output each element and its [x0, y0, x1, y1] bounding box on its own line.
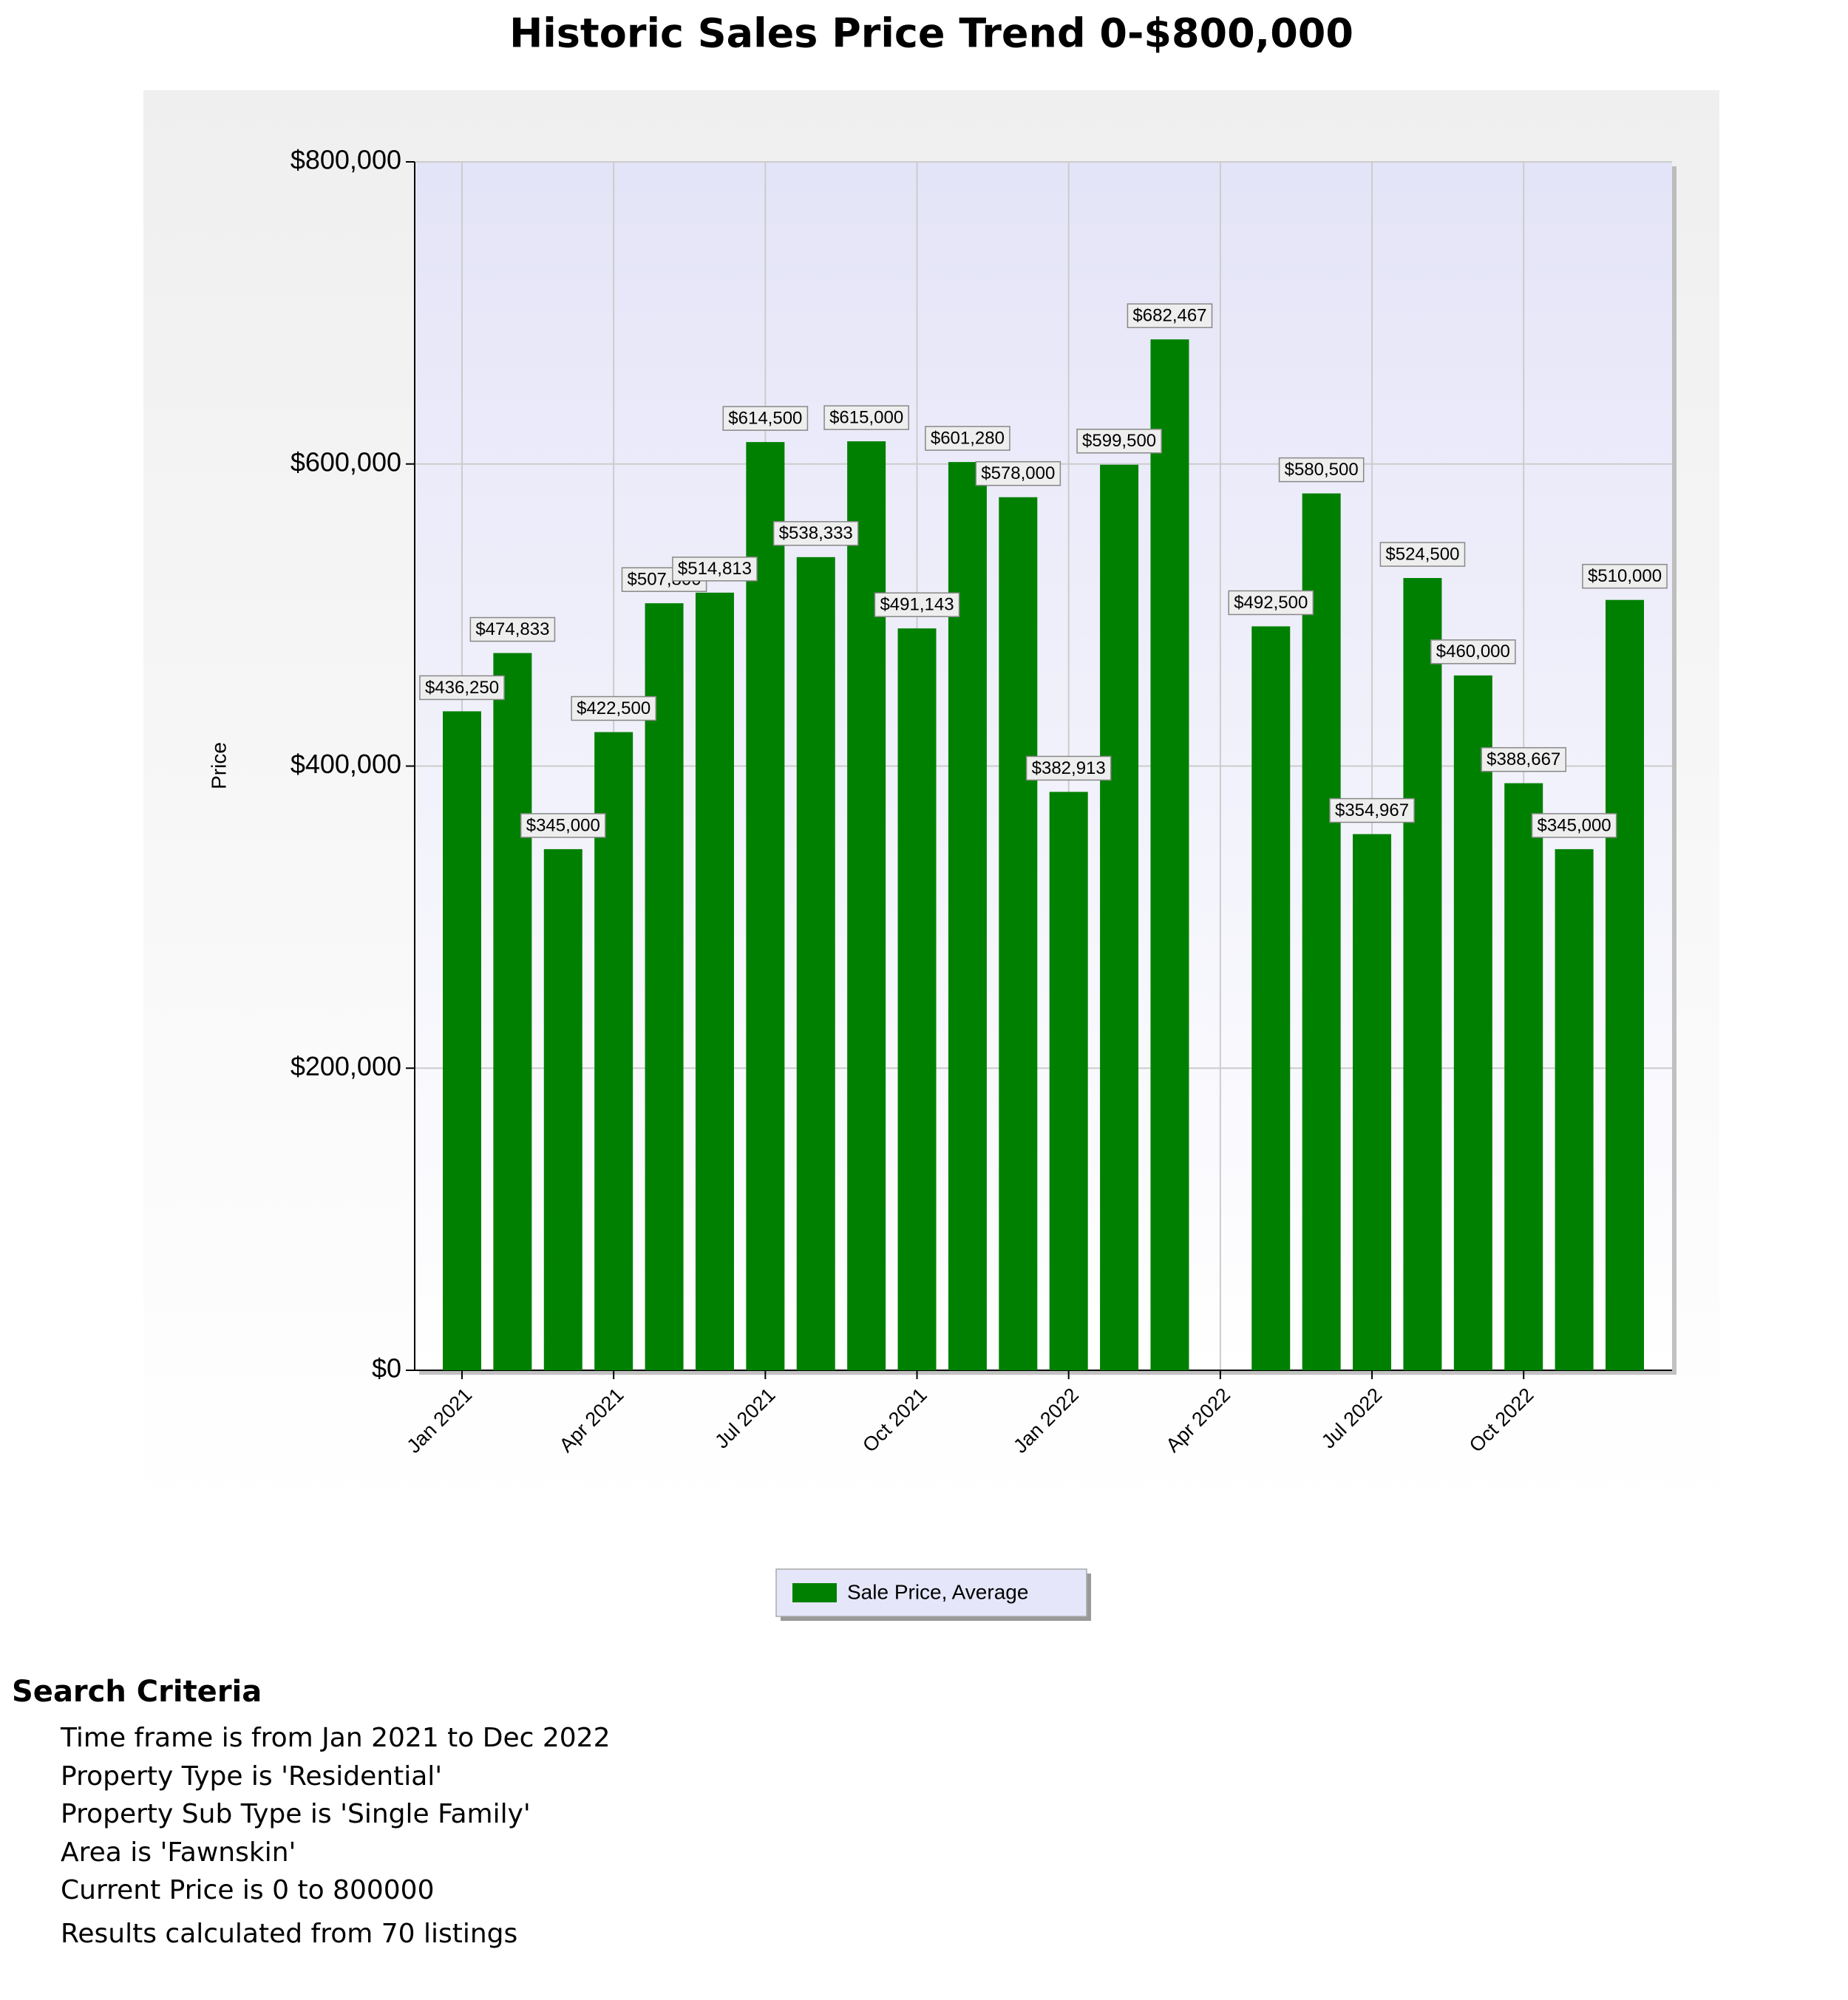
bar	[1606, 599, 1644, 1370]
bar	[594, 732, 633, 1370]
value-label: $422,500	[577, 698, 650, 718]
value-label: $682,467	[1132, 306, 1206, 326]
value-label-box	[722, 406, 809, 431]
value-label: $524,500	[1385, 544, 1459, 564]
bar	[1403, 578, 1442, 1370]
y-tick-label: $600,000	[291, 446, 401, 477]
value-label-box	[823, 405, 909, 430]
value-label-box	[1379, 542, 1466, 567]
legend-label: Sale Price, Average	[847, 1580, 1028, 1603]
value-label: $578,000	[981, 463, 1055, 483]
value-label-box	[874, 592, 960, 617]
value-label-box	[1481, 746, 1567, 772]
bar	[746, 442, 785, 1370]
value-label-box	[1531, 813, 1617, 838]
y-tick-label: $400,000	[291, 749, 401, 779]
value-label-box	[1278, 457, 1365, 483]
value-label-box	[571, 695, 656, 721]
value-label-box	[469, 616, 556, 642]
bar	[1504, 783, 1543, 1370]
bar	[1353, 834, 1392, 1370]
value-label-box	[1025, 755, 1112, 781]
bar	[847, 441, 886, 1370]
bar	[1302, 493, 1341, 1370]
bar	[999, 497, 1038, 1370]
value-label-box	[1430, 639, 1516, 664]
bar	[1150, 339, 1189, 1371]
bar	[796, 557, 835, 1370]
value-label: $615,000	[829, 407, 903, 427]
value-label-box	[1076, 429, 1162, 454]
criteria-item: Time frame is from Jan 2021 to Dec 2022	[61, 1723, 611, 1753]
value-label: $436,250	[425, 678, 499, 698]
value-label: $614,500	[728, 408, 802, 428]
value-label: $580,500	[1285, 460, 1359, 480]
value-label-box	[672, 557, 758, 582]
bar	[543, 848, 582, 1370]
criteria-item: Area is 'Fawnskin'	[61, 1837, 296, 1868]
y-axis-label: Price	[207, 742, 230, 789]
criteria-item: Property Type is 'Residential'	[61, 1761, 443, 1792]
criteria-results: Results calculated from 70 listings	[61, 1918, 518, 1949]
value-label: $345,000	[526, 815, 600, 835]
value-label-box	[925, 426, 1010, 451]
search-criteria: Search Criteria Time frame is from Jan 2…	[12, 1675, 610, 1949]
bar	[1049, 792, 1088, 1370]
value-label: $388,667	[1487, 749, 1560, 769]
value-label: $514,813	[678, 559, 752, 579]
value-label: $354,967	[1335, 800, 1409, 820]
bar	[1251, 626, 1291, 1370]
value-label: $601,280	[931, 428, 1005, 448]
value-label: $491,143	[880, 595, 954, 615]
bar	[1555, 848, 1594, 1370]
bar	[1453, 675, 1492, 1370]
bar	[645, 603, 684, 1370]
value-label-box	[1127, 303, 1213, 328]
value-label-box	[975, 460, 1061, 486]
value-label: $538,333	[779, 523, 853, 543]
value-label-box	[520, 813, 606, 838]
legend-swatch	[792, 1583, 837, 1602]
y-tick-label: $800,000	[291, 145, 401, 175]
value-label-box	[419, 675, 505, 701]
bar	[443, 711, 481, 1370]
value-label: $510,000	[1588, 566, 1662, 586]
value-label: $345,000	[1538, 815, 1611, 835]
value-label: $599,500	[1082, 431, 1156, 451]
bar	[493, 653, 532, 1370]
value-label: $474,833	[475, 619, 549, 639]
value-label-box	[772, 521, 859, 546]
value-label: $382,913	[1032, 758, 1106, 778]
bar	[695, 592, 734, 1370]
bar	[897, 628, 937, 1370]
value-label: $492,500	[1234, 593, 1308, 613]
value-label: $460,000	[1436, 642, 1510, 661]
y-tick-label: $200,000	[291, 1051, 401, 1081]
y-tick-label: $0	[372, 1353, 401, 1384]
criteria-item: Current Price is 0 to 800000	[61, 1875, 435, 1905]
criteria-list: Time frame is from Jan 2021 to Dec 2022 P…	[12, 1719, 610, 1910]
chart-title: Historic Sales Price Trend 0-$800,000	[509, 10, 1353, 57]
value-label-box	[1329, 797, 1415, 823]
value-label-box	[1228, 590, 1314, 616]
value-label-box	[1582, 563, 1668, 589]
bar	[1100, 464, 1139, 1370]
criteria-item: Property Sub Type is 'Single Family'	[61, 1799, 531, 1829]
criteria-title: Search Criteria	[12, 1675, 262, 1709]
chart: Historic Sales Price Trend 0-$800,000 Pr…	[143, 10, 1719, 1621]
